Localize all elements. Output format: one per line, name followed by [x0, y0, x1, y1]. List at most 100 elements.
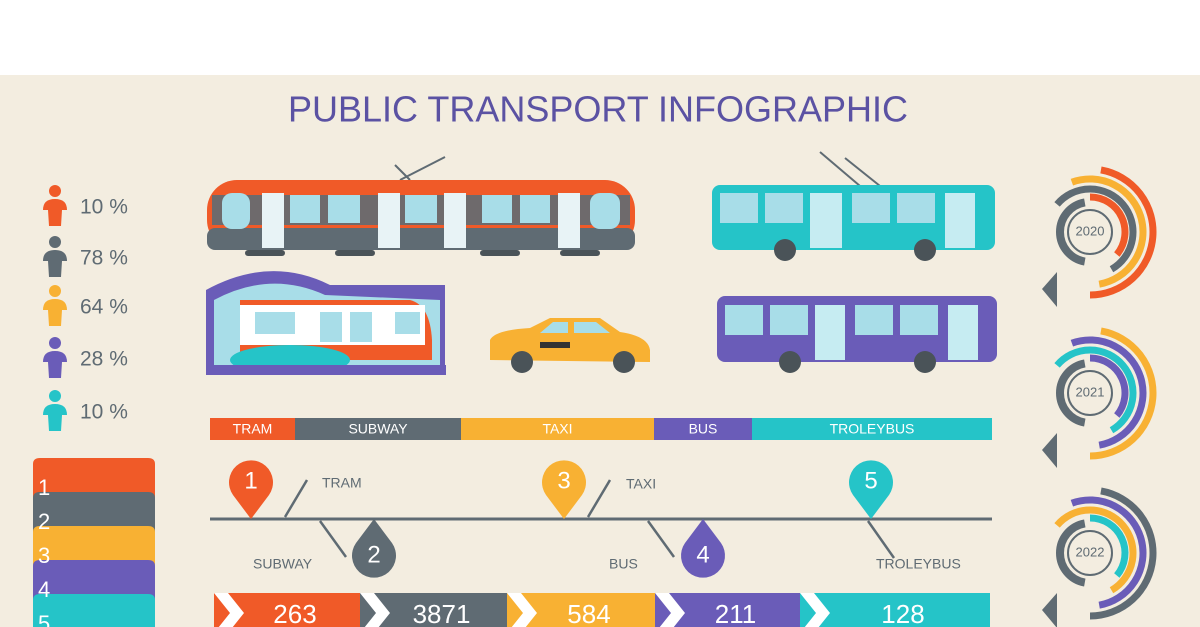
person-icon: [43, 390, 67, 431]
year-ring: [1042, 327, 1157, 468]
person-icon: [43, 285, 67, 326]
category-label: TRAM: [233, 421, 273, 437]
total-chevron: [214, 593, 244, 627]
step-number: 1: [38, 475, 50, 500]
pin-label: TRAM: [322, 475, 362, 491]
total-chevron: [507, 593, 537, 627]
pin-number: 3: [557, 467, 570, 494]
ring-arc: [1056, 519, 1086, 587]
total-value: 128: [881, 599, 924, 627]
ring-arc: [1089, 514, 1129, 578]
timeline-pin: [681, 519, 725, 578]
ring-arc: [1056, 198, 1086, 266]
category-label: TROLEYBUS: [830, 421, 915, 437]
timeline-pin: [849, 460, 893, 519]
pin-number: 4: [696, 541, 709, 568]
title: PUBLIC TRANSPORT INFOGRAPHIC: [288, 89, 908, 130]
pin-leader: [866, 520, 896, 559]
ring-arrow: [1042, 593, 1057, 627]
ring-arc: [1056, 359, 1086, 427]
person-head: [49, 285, 61, 297]
person-body: [43, 250, 67, 277]
pin-label: SUBWAY: [253, 556, 313, 572]
percentage-label: 78 %: [80, 247, 128, 270]
bus-illustration: [717, 296, 997, 373]
year-ring: [1042, 487, 1157, 627]
total-value: 3871: [413, 599, 471, 627]
year-badge: [1067, 370, 1113, 416]
pin-label: TROLEYBUS: [876, 556, 961, 572]
percentage-label: 28 %: [80, 348, 128, 371]
total-chevron: [800, 593, 830, 627]
timeline-pin: [229, 460, 273, 519]
step-number: 3: [38, 543, 50, 568]
person-head: [49, 236, 61, 248]
category-label: SUBWAY: [348, 421, 408, 437]
pin-number: 5: [864, 467, 877, 494]
ring-arc: [1054, 506, 1137, 594]
step-box: [33, 594, 155, 627]
person-icon: [43, 337, 67, 378]
tram-illustration: [207, 156, 635, 256]
total-chevron: [655, 593, 685, 627]
year-badge: [1067, 209, 1113, 255]
category-segment: [654, 418, 752, 440]
person-icon: [43, 185, 67, 226]
total-value: 211: [715, 599, 756, 627]
ring-arrow: [1042, 272, 1057, 307]
category-segment: [295, 418, 461, 440]
total-chevron: [360, 593, 390, 627]
category-label: BUS: [689, 421, 718, 437]
timeline-pin: [542, 460, 586, 519]
category-segment: [210, 418, 295, 440]
ring-arc: [1089, 354, 1129, 418]
top-band: [0, 0, 1200, 75]
person-body: [43, 199, 67, 226]
pin-number: 2: [367, 541, 380, 568]
pin-label: BUS: [609, 556, 638, 572]
person-body: [43, 404, 67, 431]
person-head: [49, 185, 61, 197]
ring-arc: [1070, 336, 1147, 449]
category-label: TAXI: [542, 421, 572, 437]
percentage-label: 10 %: [80, 401, 128, 424]
year-label: 2022: [1076, 544, 1105, 559]
ring-arc: [1089, 327, 1157, 460]
ring-arc: [1070, 175, 1147, 288]
percentage-label: 64 %: [80, 296, 128, 319]
ring-arc: [1089, 193, 1129, 257]
total-value: 584: [567, 599, 610, 627]
step-number: 2: [38, 509, 50, 534]
ring-arc: [1089, 166, 1157, 299]
year-label: 2020: [1076, 223, 1105, 238]
person-head: [49, 390, 61, 402]
pin-number: 1: [244, 467, 257, 494]
person-head: [49, 337, 61, 349]
year-label: 2021: [1076, 384, 1105, 399]
total-value: 263: [273, 599, 316, 627]
pin-label: TAXI: [626, 476, 656, 492]
person-icon: [43, 236, 67, 277]
total-box: [800, 593, 990, 627]
pin-leader: [586, 479, 612, 518]
category-segment: [461, 418, 654, 440]
year-badge: [1067, 530, 1113, 576]
ring-arc: [1070, 496, 1147, 609]
percentage-label: 10 %: [80, 196, 128, 219]
pin-leader: [283, 479, 309, 518]
ring-arc: [1054, 346, 1137, 434]
pin-leader: [646, 520, 676, 558]
pin-leader: [318, 520, 348, 558]
trolleybus-illustration: [712, 151, 995, 261]
year-ring: [1042, 166, 1157, 307]
ring-arc: [1089, 487, 1157, 620]
taxi-illustration: [490, 318, 650, 373]
timeline-pin: [351, 519, 396, 578]
person-body: [43, 299, 67, 326]
ring-arrow: [1042, 433, 1057, 468]
category-segment: [752, 418, 992, 440]
subway-illustration: [206, 271, 446, 375]
person-body: [43, 351, 67, 378]
